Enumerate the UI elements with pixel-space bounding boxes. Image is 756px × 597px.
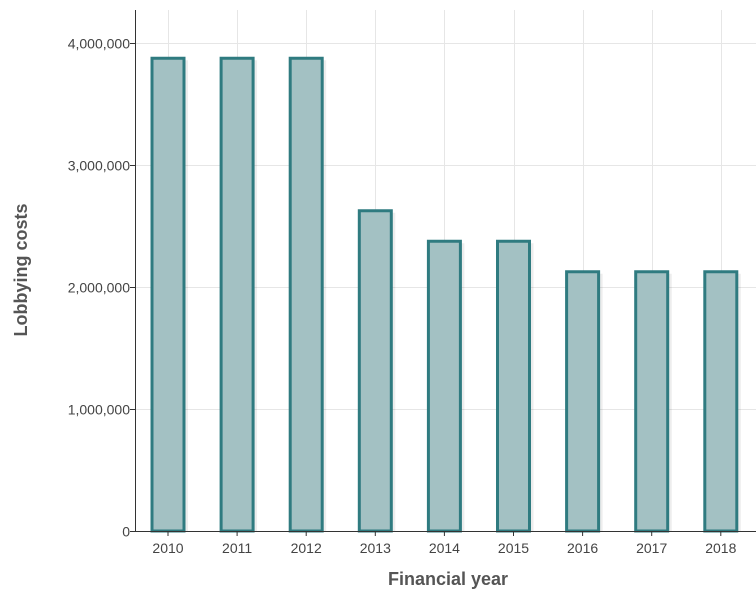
- tick-labels: 0 1,000,000 2,000,000 3,000,000 4,000,000 201…: [68, 36, 737, 557]
- x-tick-label: 2012: [291, 540, 322, 556]
- bar: [703, 270, 739, 533]
- x-tick-label: 2014: [429, 540, 460, 556]
- y-axis-title: Lobbying costs: [11, 203, 31, 336]
- bar: [634, 270, 670, 533]
- x-tick-label: 2011: [222, 540, 252, 556]
- bar: [426, 239, 462, 533]
- bar: [288, 56, 324, 533]
- y-tick-label: 1,000,000: [68, 402, 130, 418]
- x-tick-label: 2016: [567, 540, 598, 556]
- y-tick-label: 0: [122, 524, 130, 540]
- y-tick-label: 2,000,000: [68, 280, 130, 296]
- bar: [565, 270, 601, 533]
- bar: [496, 239, 531, 533]
- bar: [219, 56, 255, 533]
- x-tick-label: 2017: [636, 540, 667, 556]
- axes: [130, 10, 756, 536]
- y-tick-label: 3,000,000: [68, 158, 130, 174]
- x-tick-label: 2010: [152, 540, 183, 556]
- x-tick-label: 2018: [705, 540, 736, 556]
- y-tick-label: 4,000,000: [68, 36, 130, 52]
- x-tick-label: 2015: [498, 540, 529, 556]
- bar: [357, 209, 393, 533]
- bar: [150, 56, 186, 533]
- x-tick-label: 2013: [360, 540, 391, 556]
- bar-series: [150, 56, 741, 533]
- x-axis-title: Financial year: [388, 569, 508, 589]
